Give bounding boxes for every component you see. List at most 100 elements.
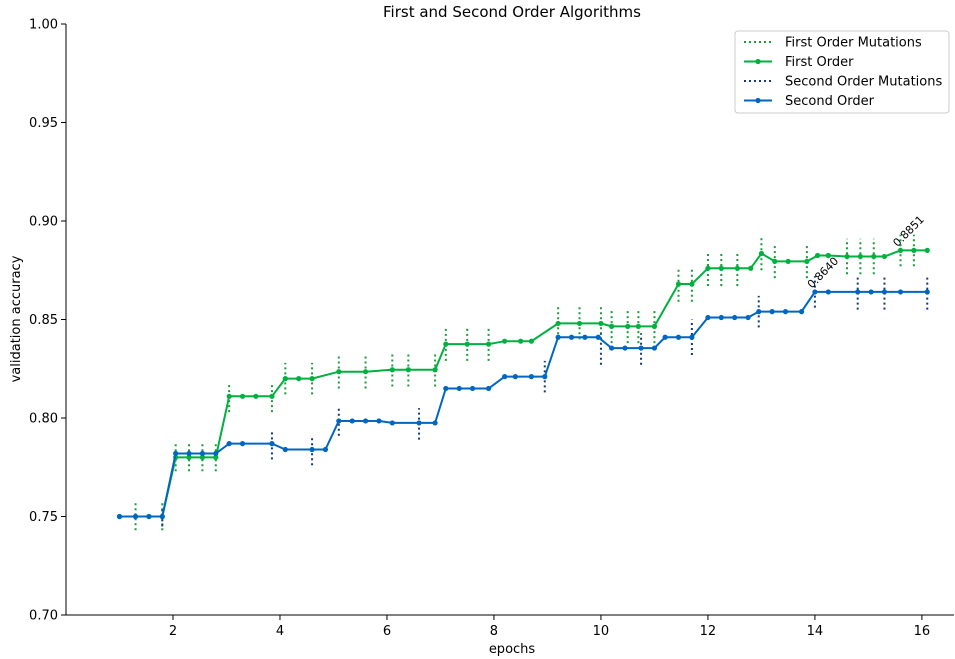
second-order-point [349, 418, 355, 424]
second-order-point [159, 513, 165, 520]
first-order-point [825, 252, 831, 259]
legend-marker [755, 97, 761, 104]
second-order-point [269, 441, 275, 447]
second-order-point [213, 450, 219, 457]
second-order-point [443, 385, 449, 392]
first-order-point [213, 454, 219, 460]
first-order-point [555, 320, 561, 327]
first-order-point [362, 369, 369, 375]
second-order-point [756, 309, 762, 315]
second-order-point [199, 450, 206, 457]
second-order-point [146, 513, 152, 520]
legend-box [734, 30, 950, 114]
second-order-series [116, 289, 930, 520]
second-order-point [486, 385, 492, 392]
second-order-point [855, 289, 861, 295]
legend-entry: First Order [744, 55, 854, 70]
second-order-point [416, 420, 422, 426]
first-order-point [282, 376, 288, 382]
second-order-point [309, 446, 315, 453]
first-order-point [518, 338, 524, 344]
first-order-point [635, 323, 641, 329]
y-tick-label: 0.95 [29, 116, 58, 131]
x-axis-label: epochs [489, 642, 536, 657]
second-order-point [432, 420, 438, 426]
legend-label: First Order [785, 55, 854, 70]
second-order-point [924, 289, 930, 295]
y-axis-label: validation accuracy [9, 255, 24, 382]
first-order-point [675, 281, 682, 287]
second-order-point [282, 446, 288, 453]
second-order-point [732, 314, 738, 321]
first-order-point [253, 393, 259, 399]
second-order-line [119, 290, 928, 518]
value-annotation: 0.8851 [890, 213, 926, 249]
first-order-point [502, 338, 508, 344]
second-order-point [651, 345, 658, 351]
second-order-point [595, 334, 601, 340]
second-order-point [186, 450, 192, 457]
first-order-point [871, 253, 877, 260]
first-order-point [857, 253, 863, 260]
first-order-point [814, 252, 821, 259]
second-order-point [456, 385, 462, 392]
first-order-point [199, 454, 206, 460]
x-tick-label: 6 [383, 624, 391, 639]
second-order-point [689, 334, 695, 340]
first-order-point [598, 320, 604, 327]
second-order-point [675, 334, 682, 340]
x-tick-label: 8 [490, 624, 498, 639]
first-order-point [186, 454, 192, 460]
x-tick-label: 2 [169, 624, 177, 639]
first-order-point [432, 367, 438, 373]
chart-title: First and Second Order Algorithms [383, 3, 641, 21]
second-order-point [881, 289, 888, 295]
first-order-point [758, 250, 765, 257]
second-order-point [582, 334, 588, 340]
first-order-point [443, 341, 449, 347]
x-tick-label: 12 [700, 624, 717, 639]
axes: 2 4 6 8 10 12 14 16 0.70 0.75 0.80 0.85 0.90 0.95 1.00 [29, 18, 954, 639]
second-order-point [362, 418, 369, 424]
second-order-point [239, 441, 246, 447]
first-order-point [924, 247, 930, 253]
first-order-point [785, 258, 791, 264]
first-order-point [897, 247, 904, 253]
first-order-point [705, 265, 711, 271]
second-order-point [662, 334, 668, 340]
first-order-point [269, 393, 275, 399]
x-tick-label: 16 [914, 624, 931, 639]
first-order-point [609, 323, 615, 329]
second-order-point [528, 374, 534, 380]
first-order-point [651, 323, 658, 329]
second-order-point [705, 314, 711, 321]
second-order-point [718, 314, 724, 321]
first-order-point [772, 258, 778, 264]
first-order-point [464, 341, 470, 347]
x-tick-label: 4 [276, 624, 284, 639]
second-order-point [555, 334, 561, 340]
legend-label: Second Order Mutations [785, 75, 942, 90]
second-order-point [116, 513, 123, 520]
legend-entry: Second Order [744, 94, 875, 109]
first-order-mutations [134, 234, 915, 531]
legend-marker [755, 58, 761, 65]
first-order-point [389, 367, 395, 373]
y-tick-label: 0.80 [29, 412, 58, 427]
first-order-line [119, 249, 928, 518]
second-order-point [609, 345, 615, 351]
first-order-point [804, 258, 810, 264]
first-order-point [881, 253, 888, 260]
legend: First Order Mutations First Order Second O… [734, 30, 950, 114]
second-order-point [825, 289, 831, 295]
first-order-series [116, 247, 930, 520]
second-order-point [389, 420, 395, 426]
first-order-point [844, 253, 850, 260]
first-order-point [625, 323, 631, 329]
first-order-point [689, 281, 695, 287]
y-tick-label: 0.90 [29, 215, 58, 230]
second-order-point [812, 289, 818, 295]
first-order-point [486, 341, 492, 347]
